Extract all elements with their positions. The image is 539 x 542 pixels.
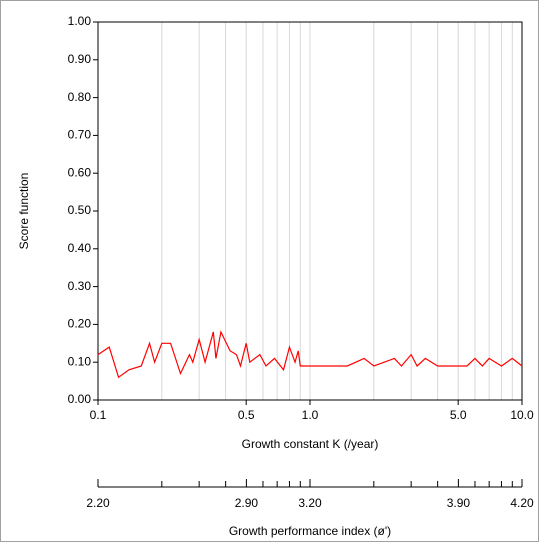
x-tick-label: 0.1 [90, 408, 107, 422]
y-tick-label: 0.40 [68, 241, 92, 255]
y-tick-label: 0.30 [68, 279, 92, 293]
x-tick-label: 10.0 [510, 408, 534, 422]
x-axis-title: Growth constant K (/year) [242, 437, 379, 451]
plot-frame [97, 21, 523, 401]
x2-tick-label: 2.20 [86, 496, 110, 510]
x-tick-label: 5.0 [450, 408, 467, 422]
x2-tick-label: 3.90 [447, 496, 471, 510]
x2-tick-label: 4.20 [510, 496, 534, 510]
y-tick-label: 0.20 [68, 317, 92, 331]
y-tick-label: 0.70 [68, 128, 92, 142]
x2-axis-title: Growth performance index (ø') [229, 524, 391, 538]
x2-tick-label: 2.90 [235, 496, 259, 510]
y-tick-label: 1.00 [68, 14, 92, 28]
y-tick-label: 0.80 [68, 90, 92, 104]
y-tick-label: 0.50 [68, 203, 92, 217]
x-tick-label: 1.0 [302, 408, 319, 422]
x2-tick-label: 3.20 [298, 496, 322, 510]
y-axis-title: Score function [17, 173, 31, 250]
data-line [97, 330, 523, 379]
y-tick-label: 0.60 [68, 165, 92, 179]
y-tick-label: 0.10 [68, 354, 92, 368]
x-tick-label: 0.5 [238, 408, 255, 422]
y-tick-label: 0.00 [68, 392, 92, 406]
y-tick-label: 0.90 [68, 52, 92, 66]
